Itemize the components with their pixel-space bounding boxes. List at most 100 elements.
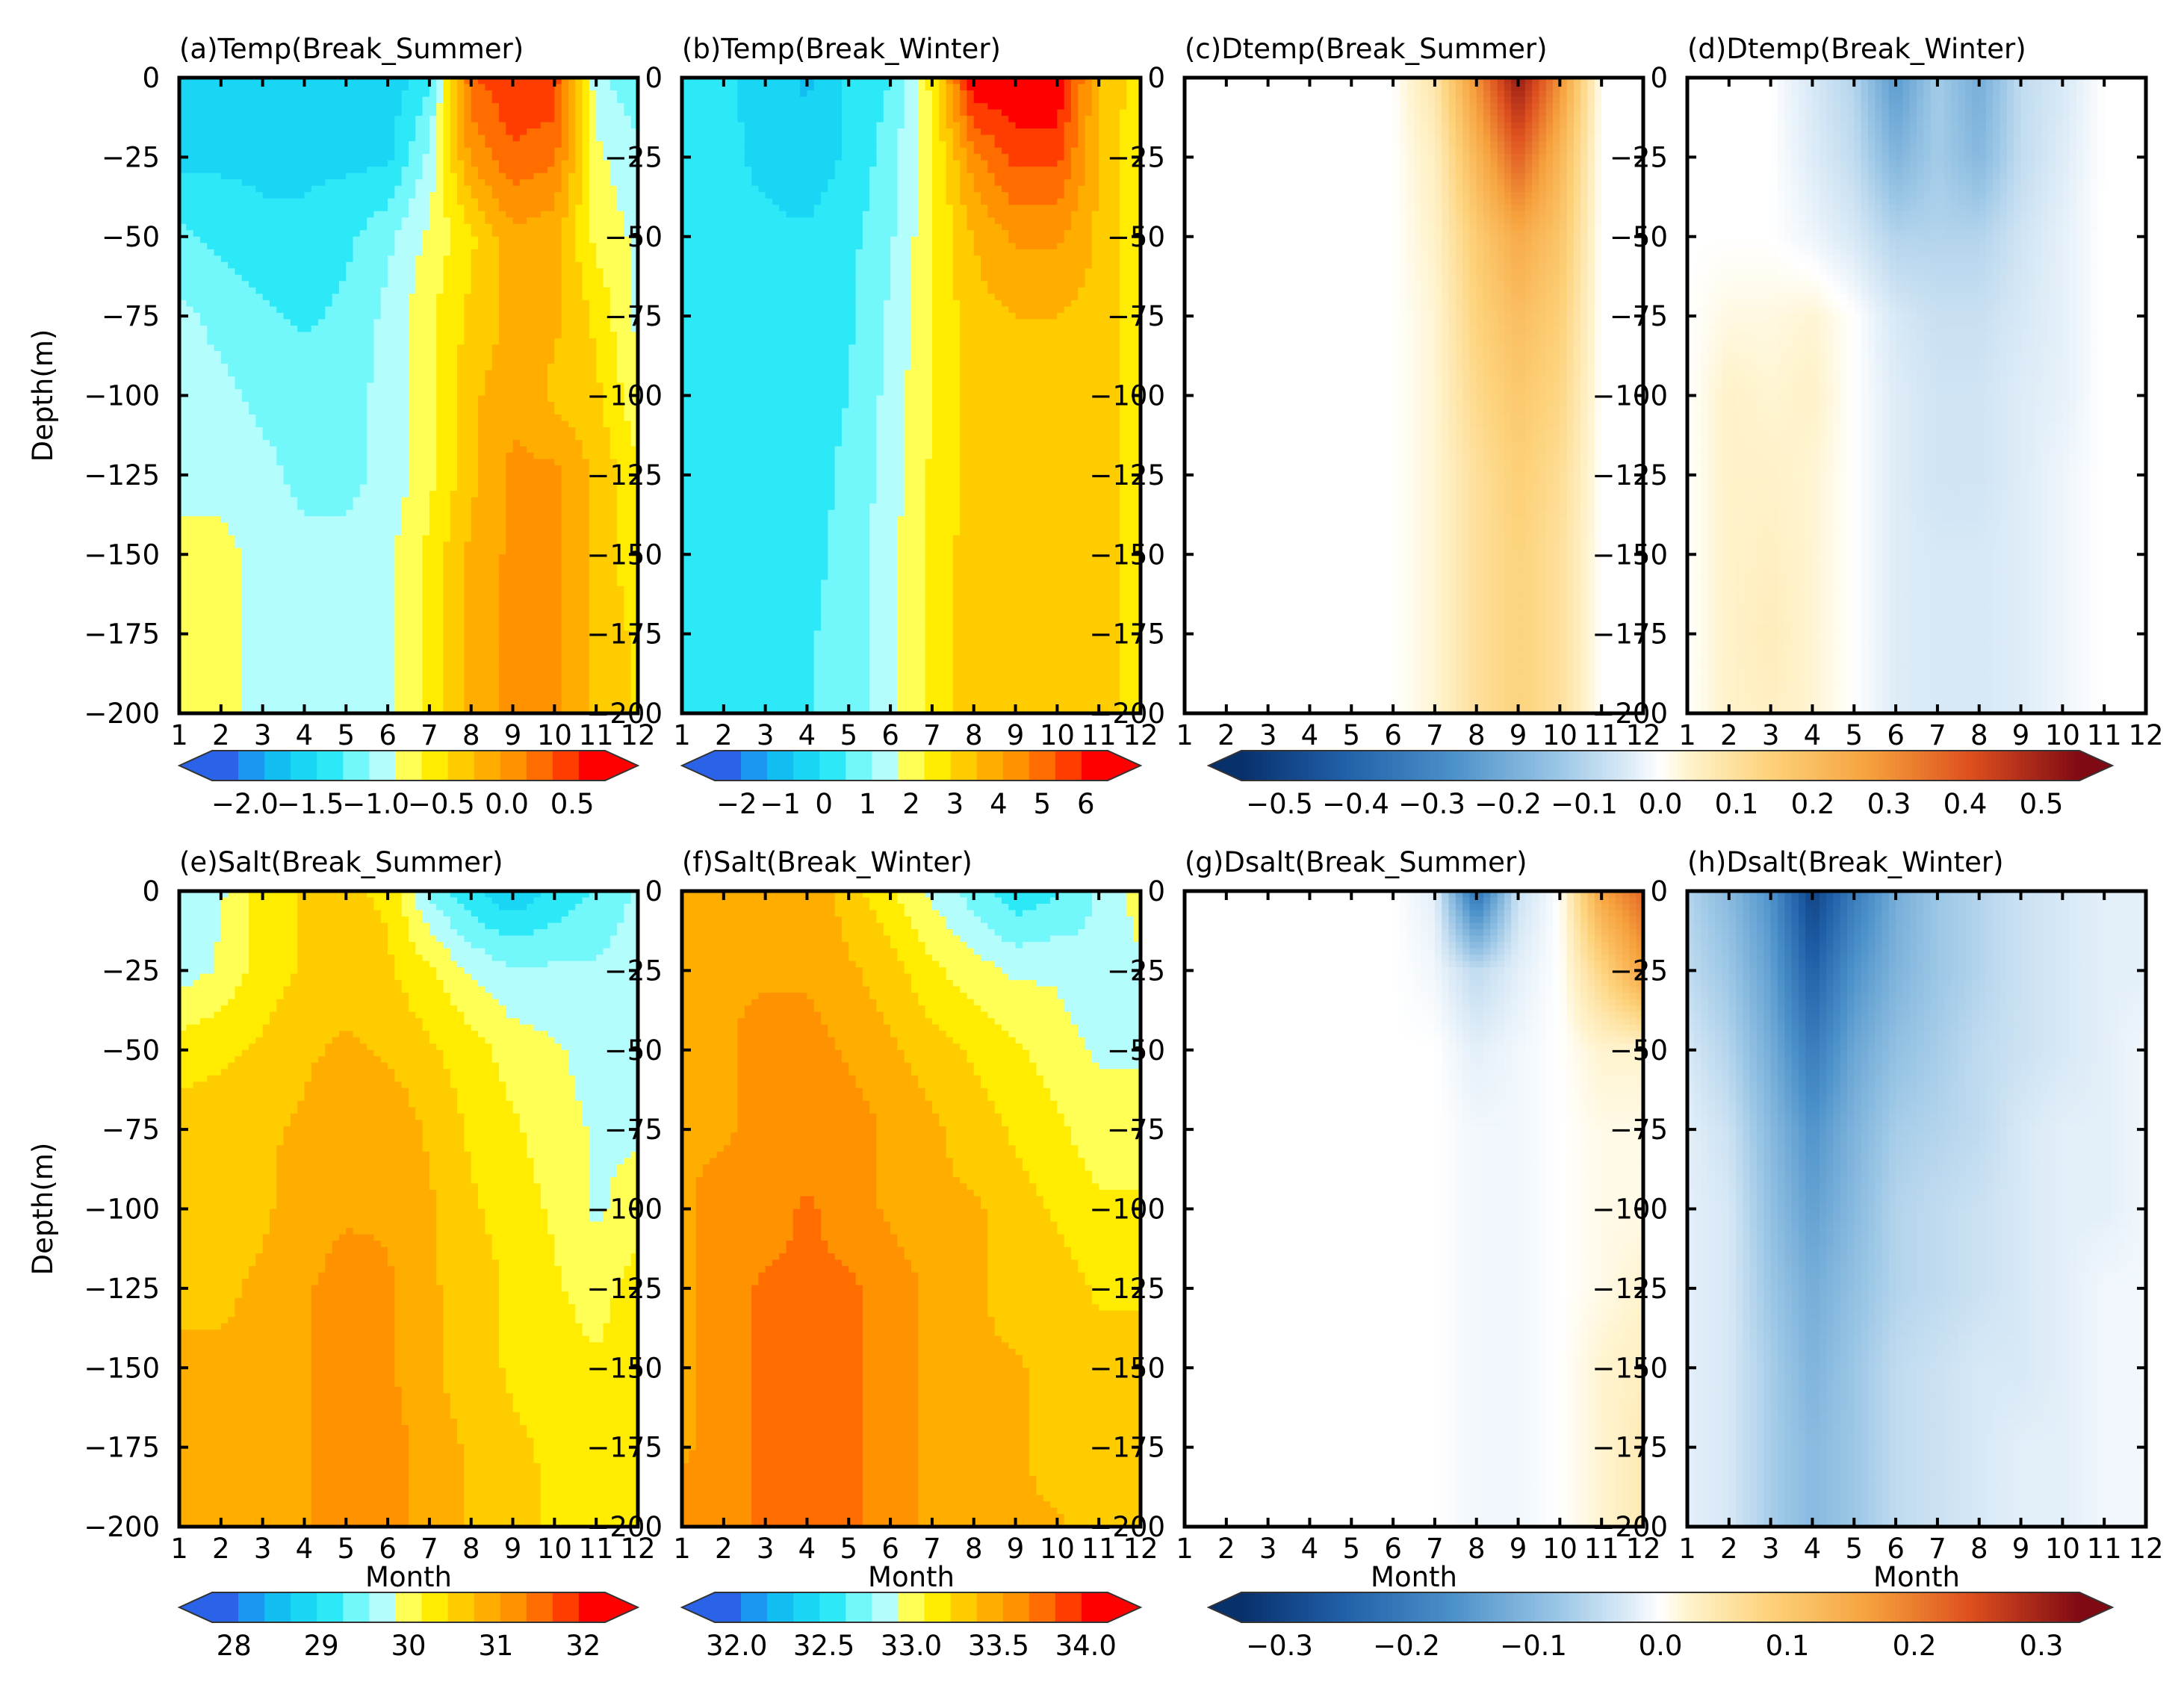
heatmap-cell <box>388 141 395 148</box>
heatmap-cell <box>394 148 402 155</box>
heatmap-cell <box>394 205 402 211</box>
heatmap-cell <box>242 224 249 231</box>
heatmap-cell <box>547 179 555 186</box>
heatmap-cell <box>554 97 562 104</box>
heatmap-cell <box>394 135 402 142</box>
heatmap-cell <box>583 90 590 97</box>
heatmap-cell <box>562 192 569 199</box>
heatmap-cell <box>541 116 548 122</box>
heatmap-cell <box>415 179 423 186</box>
heatmap-cell <box>360 135 367 142</box>
heatmap-cell <box>436 84 444 91</box>
heatmap-cell <box>394 141 402 148</box>
heatmap-cell <box>520 154 527 161</box>
heatmap-cell <box>457 217 465 224</box>
heatmap-cell <box>423 230 430 237</box>
heatmap-cell <box>297 148 305 155</box>
heatmap-cell <box>207 161 214 167</box>
heatmap-cell <box>270 205 277 211</box>
heatmap-cell <box>284 205 291 211</box>
heatmap-cell <box>242 211 249 218</box>
heatmap-cell <box>457 141 465 148</box>
heatmap-cell <box>311 230 319 237</box>
heatmap-cell <box>235 173 242 180</box>
heatmap-cell <box>291 128 298 135</box>
heatmap-cell <box>527 90 534 97</box>
heatmap-cell <box>276 128 284 135</box>
heatmap-cell <box>415 84 423 91</box>
heatmap-cell <box>311 186 319 193</box>
heatmap-cell <box>596 148 604 155</box>
heatmap-cell <box>255 116 263 122</box>
heatmap-cell <box>360 211 367 218</box>
heatmap-cell <box>207 186 214 193</box>
heatmap-cell <box>513 135 521 142</box>
heatmap-cell <box>541 211 548 218</box>
heatmap-cell <box>235 161 242 167</box>
heatmap-cell <box>506 192 513 199</box>
heatmap-cell <box>388 224 395 231</box>
heatmap-cell <box>492 84 500 91</box>
heatmap-cell <box>436 135 444 142</box>
heatmap-cell <box>284 192 291 199</box>
heatmap-cell <box>360 161 367 167</box>
heatmap-cell <box>541 224 548 231</box>
heatmap-cell <box>276 211 284 218</box>
heatmap-cell <box>297 205 305 211</box>
heatmap-cell <box>402 116 409 122</box>
heatmap-cell <box>249 167 256 173</box>
heatmap-cell <box>624 186 631 193</box>
heatmap-cell <box>583 128 590 135</box>
heatmap-cell <box>388 148 395 155</box>
heatmap-cell <box>554 122 562 129</box>
heatmap-cell <box>554 116 562 122</box>
heatmap-cell <box>214 148 222 155</box>
heatmap-cell <box>415 90 423 97</box>
heatmap-cell <box>346 103 353 110</box>
heatmap-cell <box>228 141 235 148</box>
heatmap-cell <box>381 135 388 142</box>
heatmap-cell <box>270 90 277 97</box>
heatmap-cell <box>603 84 610 91</box>
heatmap-cell <box>541 97 548 104</box>
heatmap-cell <box>270 135 277 142</box>
heatmap-cell <box>346 154 353 161</box>
heatmap-cell <box>492 110 500 117</box>
heatmap-cell <box>318 135 326 142</box>
heatmap-cell <box>255 161 263 167</box>
heatmap-cell <box>263 167 270 173</box>
heatmap-cell <box>583 110 590 117</box>
heatmap-cell <box>394 224 402 231</box>
heatmap-cell <box>394 97 402 104</box>
heatmap-cell <box>450 148 458 155</box>
heatmap-cell <box>402 103 409 110</box>
heatmap-cell <box>402 179 409 186</box>
heatmap-cell <box>444 199 451 205</box>
heatmap-cell <box>409 186 416 193</box>
heatmap-cell <box>589 116 597 122</box>
heatmap-cell <box>353 211 361 218</box>
heatmap-cell <box>367 173 374 180</box>
heatmap-cell <box>270 173 277 180</box>
heatmap-cell <box>353 90 361 97</box>
heatmap-cell <box>381 90 388 97</box>
heatmap-cell <box>332 224 340 231</box>
heatmap-cell <box>562 90 569 97</box>
heatmap-cell <box>200 122 208 129</box>
heatmap-cell <box>589 135 597 142</box>
heatmap-cell <box>603 179 610 186</box>
heatmap-cell <box>568 148 576 155</box>
heatmap-cell <box>603 97 610 104</box>
heatmap-cell <box>610 128 618 135</box>
heatmap-cell <box>409 103 416 110</box>
heatmap-cell <box>583 224 590 231</box>
heatmap-cell <box>478 135 485 142</box>
heatmap-cell <box>464 90 471 97</box>
heatmap-cell <box>464 116 471 122</box>
heatmap-cell <box>499 116 506 122</box>
heatmap-cell <box>471 167 479 173</box>
heatmap-cell <box>381 122 388 129</box>
heatmap-cell <box>617 84 624 91</box>
heatmap-cell <box>464 199 471 205</box>
heatmap-cell <box>409 167 416 173</box>
